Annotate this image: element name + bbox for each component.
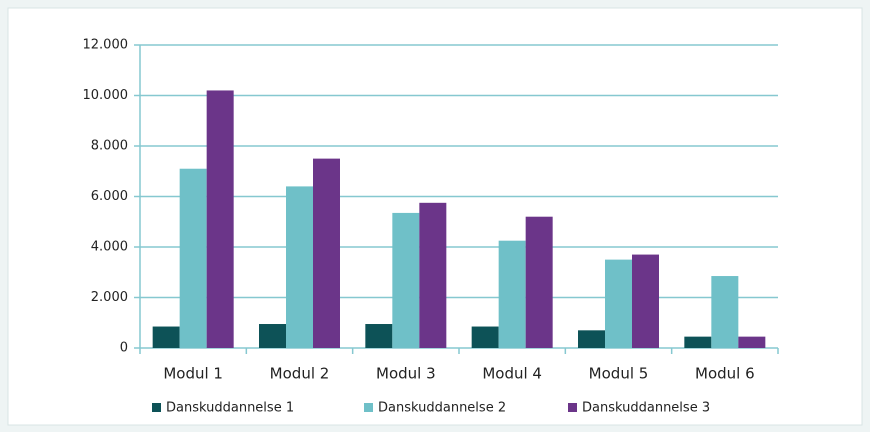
x-tick-label: Modul 4 <box>482 365 542 383</box>
y-tick-label: 0 <box>120 341 128 356</box>
bar <box>498 240 526 348</box>
legend-swatch <box>364 403 373 412</box>
bar <box>711 276 739 348</box>
legend-label: Danskuddannelse 1 <box>166 401 294 416</box>
bar <box>259 324 286 348</box>
y-tick-label: 6.000 <box>91 189 128 204</box>
bar <box>605 259 632 348</box>
bar <box>684 336 712 348</box>
x-tick-label: Modul 6 <box>695 365 755 383</box>
bar <box>206 90 234 348</box>
y-tick-label: 12.000 <box>83 38 129 53</box>
legend-label: Danskuddannelse 2 <box>378 401 506 416</box>
legend-swatch <box>152 403 161 412</box>
bar <box>179 168 207 348</box>
bar <box>313 158 340 348</box>
y-tick-label: 4.000 <box>91 240 128 255</box>
x-tick-label: Modul 3 <box>376 365 436 383</box>
y-tick-label: 8.000 <box>91 139 128 154</box>
bar <box>471 326 499 348</box>
y-tick-label: 10.000 <box>83 88 129 103</box>
bar <box>365 324 393 348</box>
bar <box>286 186 313 348</box>
x-tick-label: Modul 1 <box>163 365 223 383</box>
x-tick-label: Modul 5 <box>589 365 649 383</box>
legend-swatch <box>568 403 577 412</box>
bar <box>152 326 180 348</box>
bar <box>632 254 659 348</box>
bar <box>578 330 605 348</box>
x-tick-label: Modul 2 <box>270 365 330 383</box>
bar <box>392 212 420 348</box>
y-tick-label: 2.000 <box>91 290 128 305</box>
bar <box>738 336 766 348</box>
legend-label: Danskuddannelse 3 <box>582 401 710 416</box>
bar <box>419 202 447 348</box>
bar <box>525 216 553 348</box>
